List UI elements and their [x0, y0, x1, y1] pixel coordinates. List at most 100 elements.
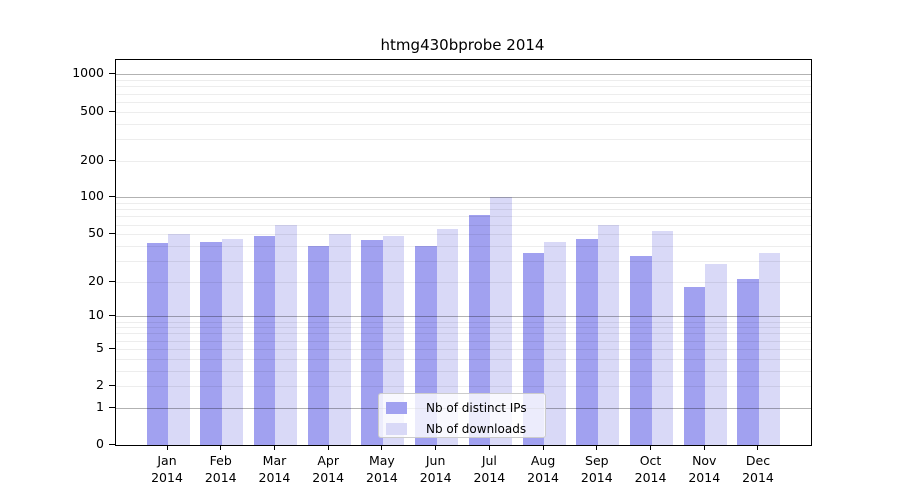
bar-downloads-dec: [758, 252, 781, 445]
x-tick-year: 2014: [688, 470, 721, 485]
x-tick-label-aug: Aug 2014: [513, 452, 573, 486]
x-tick-month: Jun: [425, 453, 446, 468]
y-tick-mark: [109, 280, 115, 282]
gridline-minor: [116, 348, 811, 350]
gridline-minor: [116, 86, 811, 88]
bar-distinct_ips-dec: [737, 279, 759, 445]
x-tick-label-feb: Feb 2014: [191, 452, 251, 486]
bar-distinct_ips-jul: [468, 214, 491, 445]
x-tick-month: Jan: [157, 453, 177, 468]
gridline-minor: [116, 93, 811, 95]
x-tick-label-dec: Dec 2014: [728, 452, 788, 486]
gridline-minor: [116, 370, 811, 372]
gridline-minor: [116, 245, 811, 247]
gridline-minor: [116, 327, 811, 329]
gridline-minor: [116, 216, 811, 218]
y-tick-mark: [109, 315, 115, 317]
bar-distinct_ips-mar: [253, 236, 276, 445]
bar-downloads-mar: [275, 224, 297, 445]
y-tick-label: 5: [96, 339, 104, 355]
bar-downloads-jan: [168, 234, 190, 445]
y-tick-label: 1000: [72, 65, 104, 81]
gridline-major: [116, 197, 811, 199]
bar-distinct_ips-feb: [200, 242, 222, 445]
y-tick-label: 0: [96, 436, 104, 451]
gridline-minor: [116, 321, 811, 323]
x-tick-label-sep: Sep 2014: [567, 452, 627, 486]
y-tick-label: 2: [96, 377, 104, 393]
x-tick-year: 2014: [527, 470, 559, 485]
x-tick-month: Feb: [209, 453, 232, 468]
legend-item-downloads: Nb of downloads: [379, 418, 545, 439]
chart-title: htmg430bprobe 2014: [380, 36, 545, 54]
gridline-minor: [116, 138, 811, 140]
y-tick-mark: [109, 444, 115, 445]
y-tick-mark: [109, 385, 115, 387]
legend-swatch-downloads: [386, 422, 407, 435]
x-tick-mark: [596, 445, 598, 450]
y-tick-label: 10: [88, 307, 104, 323]
x-tick-month: Nov: [692, 453, 717, 468]
bar-distinct_ips-sep: [576, 238, 598, 445]
x-tick-label-may: May 2014: [352, 452, 412, 486]
legend: Nb of distinct IPs Nb of downloads: [378, 393, 546, 438]
x-tick-year: 2014: [580, 470, 613, 485]
gridline-minor: [116, 224, 811, 226]
x-tick-year: 2014: [742, 470, 774, 485]
gridline-minor: [116, 123, 811, 125]
x-tick-month: Sep: [585, 453, 609, 468]
legend-label-distinct_ips: Nb of distinct IPs: [426, 400, 527, 415]
gridline-minor: [116, 358, 811, 360]
x-tick-label-jul: Jul 2014: [459, 452, 519, 486]
bar-distinct_ips-apr: [307, 245, 330, 445]
bar-downloads-jul: [490, 197, 512, 445]
y-tick-mark: [109, 73, 115, 75]
y-tick-label: 500: [80, 102, 104, 118]
x-tick-month: Mar: [262, 453, 287, 468]
bar-downloads-sep: [597, 224, 620, 445]
y-tick-mark: [109, 406, 115, 408]
x-tick-mark: [650, 445, 652, 450]
x-tick-mark: [220, 445, 222, 450]
gridline-minor: [116, 333, 811, 335]
x-tick-label-nov: Nov 2014: [674, 452, 734, 486]
gridline-minor: [116, 209, 811, 211]
x-tick-mark: [166, 445, 168, 450]
x-tick-year: 2014: [312, 470, 345, 485]
legend-item-distinct_ips: Nb of distinct IPs: [379, 397, 545, 418]
gridline-minor: [116, 260, 811, 262]
plot-area: Nb of distinct IPs Nb of downloads: [115, 59, 812, 446]
y-tick-label: 50: [88, 225, 104, 241]
gridline-major: [116, 316, 811, 318]
bar-downloads-oct: [651, 231, 674, 445]
x-tick-label-jan: Jan 2014: [137, 452, 197, 486]
bar-distinct_ips-nov: [683, 287, 706, 445]
x-tick-year: 2014: [151, 470, 183, 485]
x-tick-label-jun: Jun 2014: [406, 452, 466, 486]
gridline-minor: [116, 80, 811, 82]
x-tick-mark: [381, 445, 383, 450]
gridline-minor: [116, 160, 811, 162]
gridline-minor: [116, 386, 811, 388]
x-tick-mark: [703, 445, 705, 450]
x-tick-mark: [488, 445, 490, 450]
gridline-minor: [116, 340, 811, 342]
x-tick-month: Jul: [481, 453, 497, 468]
x-tick-year: 2014: [419, 470, 452, 485]
x-tick-label-oct: Oct 2014: [621, 452, 681, 486]
x-tick-year: 2014: [204, 470, 237, 485]
x-tick-label-apr: Apr 2014: [298, 452, 358, 486]
bar-distinct_ips-may: [361, 239, 383, 445]
x-tick-month: Apr: [317, 453, 339, 468]
gridline-major: [116, 74, 811, 76]
bar-downloads-may: [382, 236, 405, 445]
x-tick-mark: [757, 445, 759, 450]
gridline-minor: [116, 111, 811, 113]
x-tick-label-mar: Mar 2014: [244, 452, 304, 486]
gridline-minor: [116, 203, 811, 205]
y-tick-label: 20: [88, 272, 104, 288]
x-tick-month: May: [368, 453, 395, 468]
y-tick-mark: [109, 233, 115, 235]
x-tick-month: Oct: [639, 453, 662, 468]
gridline-minor: [116, 234, 811, 236]
